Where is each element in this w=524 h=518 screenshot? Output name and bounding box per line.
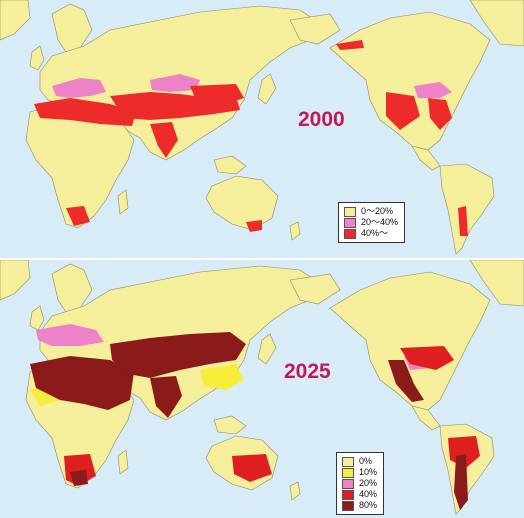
legend-row: 40% [342,489,377,500]
legend-swatch [342,467,354,478]
region-middle-east-darkred [110,332,246,378]
landmass-new-zealand [289,481,301,501]
landmass-north-america [329,271,491,411]
region-europe-pink [36,324,104,346]
legend-label: 0～20% [361,206,394,216]
legend-swatch [342,489,354,500]
landmass-scandinavia [51,3,93,53]
legend-label: 40%～ [361,228,389,238]
legend-label: 80% [359,500,378,510]
landmass-new-zealand [289,221,301,241]
region-india-red [150,122,178,158]
region-south-africa-red [66,206,90,226]
legend-2000: 0～20% 20～40% 40%～ [338,202,406,243]
legend-swatch [344,228,356,239]
stress-regions-2025 [30,324,480,510]
region-india-darkred [150,376,182,418]
landmass-australia [205,175,279,231]
legend-row: 20% [342,478,377,489]
landmass-greenland-right [469,0,524,47]
landmass-madagascar [117,189,129,215]
world-map-2000 [0,0,524,255]
map-2025: 2025 0% 10% 20% 40% 80% [0,260,524,518]
legend-swatch [342,500,354,511]
region-europe-pink [52,78,106,98]
region-western-us-red [386,92,420,130]
region-china-yellow [200,364,244,390]
map-2000: 2000 0～20% 20～40% 40%～ [0,0,524,258]
legend-row: 40%～ [344,228,398,239]
year-label-2025: 2025 [284,360,331,383]
landmass-japan [257,333,277,365]
landmass-far-east [289,13,341,45]
legend-row: 80% [342,500,377,511]
legend-row: 10% [342,467,377,478]
stress-regions-2000 [34,40,468,236]
legend-row: 20～40% [344,217,398,228]
legend-label: 0% [359,456,373,466]
region-eastern-us-red [428,98,452,130]
landmass-se-asia [213,415,247,435]
region-chile-darkred [454,454,468,510]
landmass-greenland-right [469,260,524,307]
landmass-japan [257,73,277,105]
landmass-greenland-left [0,0,31,41]
legend-row: 0% [342,456,377,467]
region-western-us-red [400,346,454,370]
landmass-north-america [329,11,491,151]
legend-2025: 0% 10% 20% 40% 80% [336,452,385,515]
legend-label: 40% [359,489,378,499]
region-north-africa-darkred [30,356,134,410]
landmass-se-asia [213,155,247,175]
year-label-2000: 2000 [298,108,345,131]
region-central-asia-pink [150,74,200,92]
region-north-africa-red [34,98,136,126]
landmass-greenland-left [0,260,31,301]
region-chile-red [458,206,468,236]
landmass-central-america [411,405,441,431]
region-us-pink [414,82,452,98]
landmass-britain [29,45,45,71]
region-australia-red [246,220,262,232]
legend-label: 20% [359,478,378,488]
region-south-africa-darkred [70,470,88,486]
landmass-scandinavia [51,263,93,313]
region-alaska-red [336,40,364,50]
region-china-red [190,84,244,104]
region-australia-red [232,454,272,482]
landmass-madagascar [117,449,129,475]
region-mexico-darkred [388,360,424,402]
landmass-britain [29,305,45,331]
legend-label: 10% [359,467,378,477]
landmass-central-america [411,145,441,171]
legend-swatch [342,478,354,489]
landmass-south-america [439,163,495,255]
legend-swatch [344,206,356,217]
legend-swatch [344,217,356,228]
landmass-far-east [289,273,341,305]
world-map-2025 [0,260,524,515]
legend-swatch [342,456,354,467]
legend-row: 0～20% [344,206,398,217]
legend-label: 20～40% [361,217,399,227]
